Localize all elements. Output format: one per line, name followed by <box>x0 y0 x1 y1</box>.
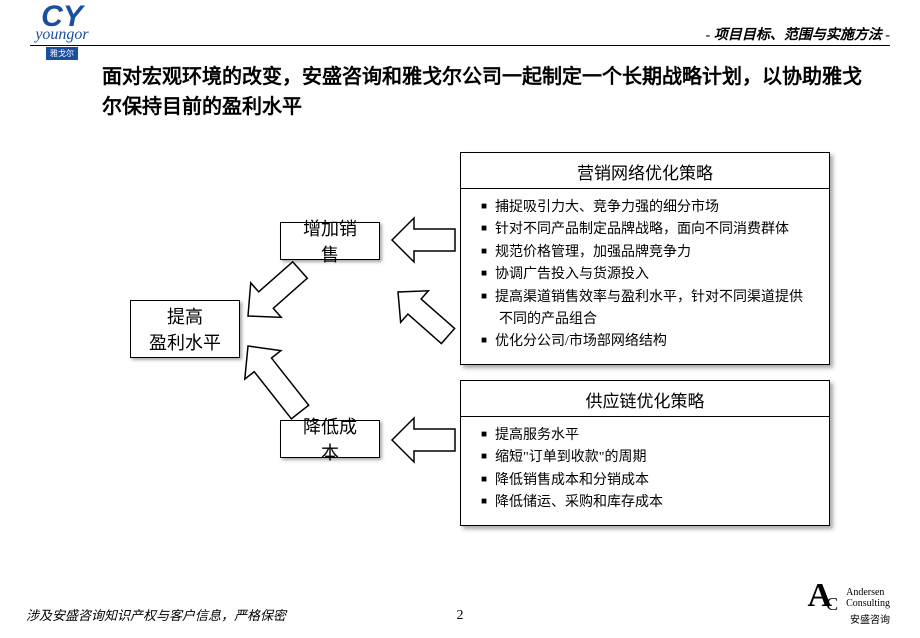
slide-title: 面对宏观环境的改变，安盛咨询和雅戈尔公司一起制定一个长期战略计划，以协助雅戈尔保… <box>102 62 880 122</box>
list-item: 提高渠道销售效率与盈利水平，针对不同渠道提供不同的产品组合 <box>481 287 815 332</box>
list-item: 捕捉吸引力大、竞争力强的细分市场 <box>481 197 815 219</box>
list-item: 规范价格管理，加强品牌竞争力 <box>481 242 815 264</box>
header-underline <box>30 45 890 46</box>
list-item: 提高服务水平 <box>481 425 815 447</box>
logo-youngor: CY youngor 雅戈尔 <box>22 6 102 61</box>
block-arrow <box>392 218 455 262</box>
box-supply: 供应链优化策略 提高服务水平缩短"订单到收款"的周期降低销售成本和分销成本降低储… <box>460 380 830 526</box>
andersen-en: AndersenConsulting <box>846 587 890 609</box>
list-item: 针对不同产品制定品牌战略，面向不同消费群体 <box>481 219 815 241</box>
box-marketing-title: 营销网络优化策略 <box>461 153 829 189</box>
box-marketing: 营销网络优化策略 捕捉吸引力大、竞争力强的细分市场针对不同产品制定品牌战略，面向… <box>460 152 830 365</box>
block-arrow <box>245 346 309 419</box>
node-sales: 增加销售 <box>280 222 380 260</box>
list-item: 协调广告投入与货源投入 <box>481 264 815 286</box>
logo-mark: CY <box>22 6 102 27</box>
box-supply-list: 提高服务水平缩短"订单到收款"的周期降低销售成本和分销成本降低储运、采购和库存成… <box>461 417 829 525</box>
page-number: 2 <box>457 608 464 624</box>
footer-confidential: 涉及安盛咨询知识产权与客户信息，严格保密 <box>26 605 286 624</box>
block-arrow <box>398 291 455 344</box>
logo-text: youngor <box>22 27 102 43</box>
list-item: 降低销售成本和分销成本 <box>481 470 815 492</box>
node-cost: 降低成本 <box>280 420 380 458</box>
header-context: - 项目目标、范围与实施方法 - <box>706 24 890 44</box>
logo-andersen: AC AndersenConsulting 安盛咨询 <box>808 582 890 626</box>
logo-sub: 雅戈尔 <box>46 47 78 60</box>
list-item: 降低储运、采购和库存成本 <box>481 492 815 514</box>
andersen-c-glyph: C <box>826 597 838 611</box>
box-marketing-list: 捕捉吸引力大、竞争力强的细分市场针对不同产品制定品牌战略，面向不同消费群体规范价… <box>461 189 829 364</box>
box-supply-title: 供应链优化策略 <box>461 381 829 417</box>
node-profit: 提高 盈利水平 <box>130 300 240 358</box>
block-arrow <box>248 262 307 318</box>
block-arrow <box>392 418 455 462</box>
list-item: 缩短"订单到收款"的周期 <box>481 447 815 469</box>
list-item: 优化分公司/市场部网络结构 <box>481 331 815 353</box>
